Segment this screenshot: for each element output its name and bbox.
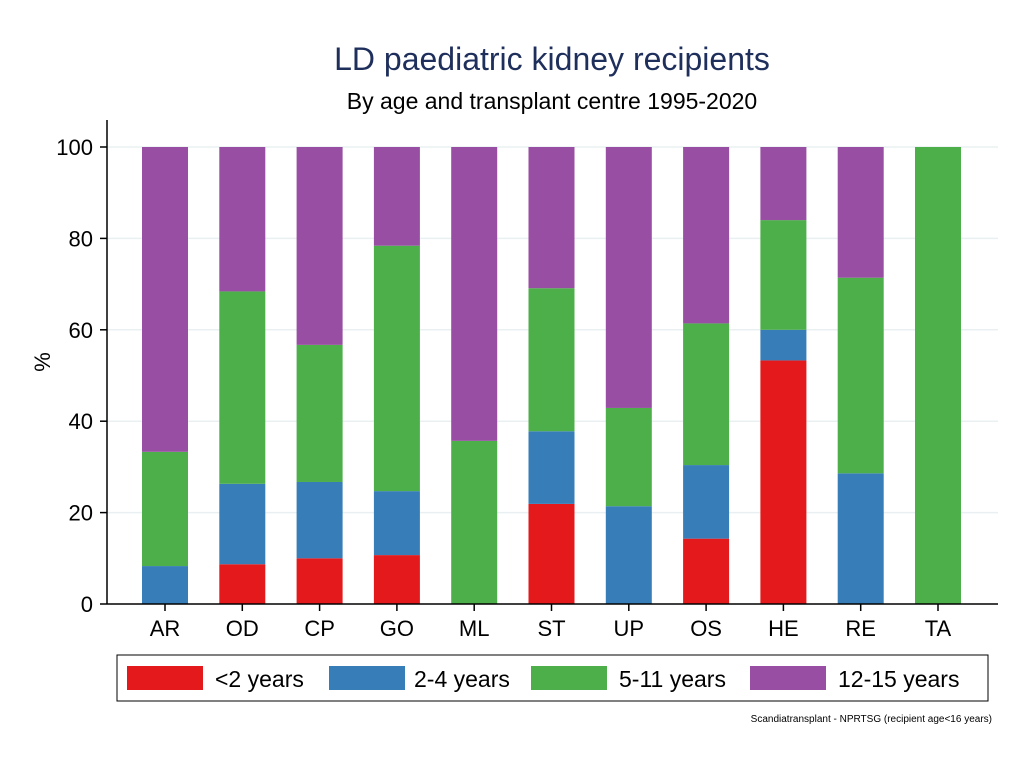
x-tick-label: ST: [537, 616, 565, 641]
legend-swatch: [750, 666, 826, 690]
source-note: Scandiatransplant - NPRTSG (recipient ag…: [751, 714, 992, 725]
bar-segment-he-series-4: [760, 147, 807, 221]
bar-segment-ml-series-3: [451, 440, 498, 604]
legend-swatch: [127, 666, 203, 690]
x-tick-label: CP: [304, 616, 335, 641]
bar-segment-up-series-3: [605, 407, 652, 507]
bar-segment-cp-series-2: [296, 481, 343, 559]
bar-segment-re-series-4: [837, 147, 884, 278]
bar-segment-od-series-4: [219, 147, 266, 292]
chart-subtitle: By age and transplant centre 1995-2020: [347, 88, 757, 114]
x-tick-label: AR: [150, 616, 181, 641]
y-tick-label: 80: [69, 226, 93, 251]
bar-segment-up-series-4: [605, 147, 652, 408]
bar-segment-ar-series-3: [142, 451, 188, 567]
bar-segment-os-series-1: [683, 538, 730, 604]
bar-segment-he-series-1: [760, 360, 807, 604]
y-tick-label: 100: [56, 135, 93, 160]
y-tick-label: 60: [69, 318, 93, 343]
legend-label: 2-4 years: [414, 666, 510, 692]
bar-segment-go-series-3: [373, 245, 420, 492]
bar-segment-re-series-2: [837, 473, 884, 604]
legend-swatch: [329, 666, 405, 690]
x-tick-label: HE: [768, 616, 799, 641]
bar-segment-st-series-2: [528, 431, 575, 504]
legend-label: <2 years: [215, 666, 304, 692]
legend-swatch: [531, 666, 607, 690]
x-tick-label: OD: [226, 616, 259, 641]
x-ticks: AR OD CP GO ML ST UP OS HE RE TA: [150, 604, 952, 641]
bar-segment-ml-series-4: [451, 147, 498, 441]
bar-segment-he-series-2: [760, 329, 807, 361]
x-tick-label: TA: [925, 616, 952, 641]
x-tick-label: UP: [614, 616, 645, 641]
bar-segment-go-series-2: [373, 491, 420, 556]
bar-segment-st-series-4: [528, 147, 575, 289]
x-tick-label: OS: [690, 616, 722, 641]
bar-segment-st-series-1: [528, 503, 575, 604]
bar-segment-os-series-4: [683, 147, 730, 324]
bar-segment-od-series-2: [219, 483, 266, 565]
bar-segment-go-series-4: [373, 147, 420, 246]
bar-segment-od-series-1: [219, 564, 266, 604]
chart-title: LD paediatric kidney recipients: [334, 41, 770, 77]
x-tick-label: GO: [380, 616, 414, 641]
y-axis-label: %: [30, 352, 55, 372]
y-tick-label: 40: [69, 409, 93, 434]
bar-segment-os-series-3: [683, 323, 730, 466]
bar-segment-cp-series-4: [296, 147, 343, 345]
bars: [142, 147, 961, 604]
bar-segment-od-series-3: [219, 291, 266, 484]
bar-segment-re-series-3: [837, 277, 884, 474]
bar-segment-ar-series-2: [142, 566, 188, 604]
bar-segment-he-series-3: [760, 220, 807, 330]
bar-segment-up-series-2: [605, 506, 652, 604]
bar-segment-st-series-3: [528, 288, 575, 432]
y-ticks: 0 20 40 60 80 100: [56, 135, 107, 617]
bar-segment-ta-series-3: [915, 147, 961, 604]
legend-label: 12-15 years: [838, 666, 959, 692]
legend-label: 5-11 years: [619, 666, 726, 692]
bar-segment-cp-series-3: [296, 344, 343, 482]
axes: [106, 120, 998, 605]
x-tick-label: ML: [459, 616, 490, 641]
y-tick-label: 20: [69, 501, 93, 526]
y-tick-label: 0: [81, 592, 93, 617]
x-tick-label: RE: [845, 616, 876, 641]
legend: <2 years 2-4 years 5-11 years 12-15 years: [127, 666, 959, 692]
bar-segment-cp-series-1: [296, 558, 343, 604]
bar-segment-os-series-2: [683, 465, 730, 539]
bar-segment-go-series-1: [373, 555, 420, 604]
bar-segment-ar-series-4: [142, 147, 188, 452]
